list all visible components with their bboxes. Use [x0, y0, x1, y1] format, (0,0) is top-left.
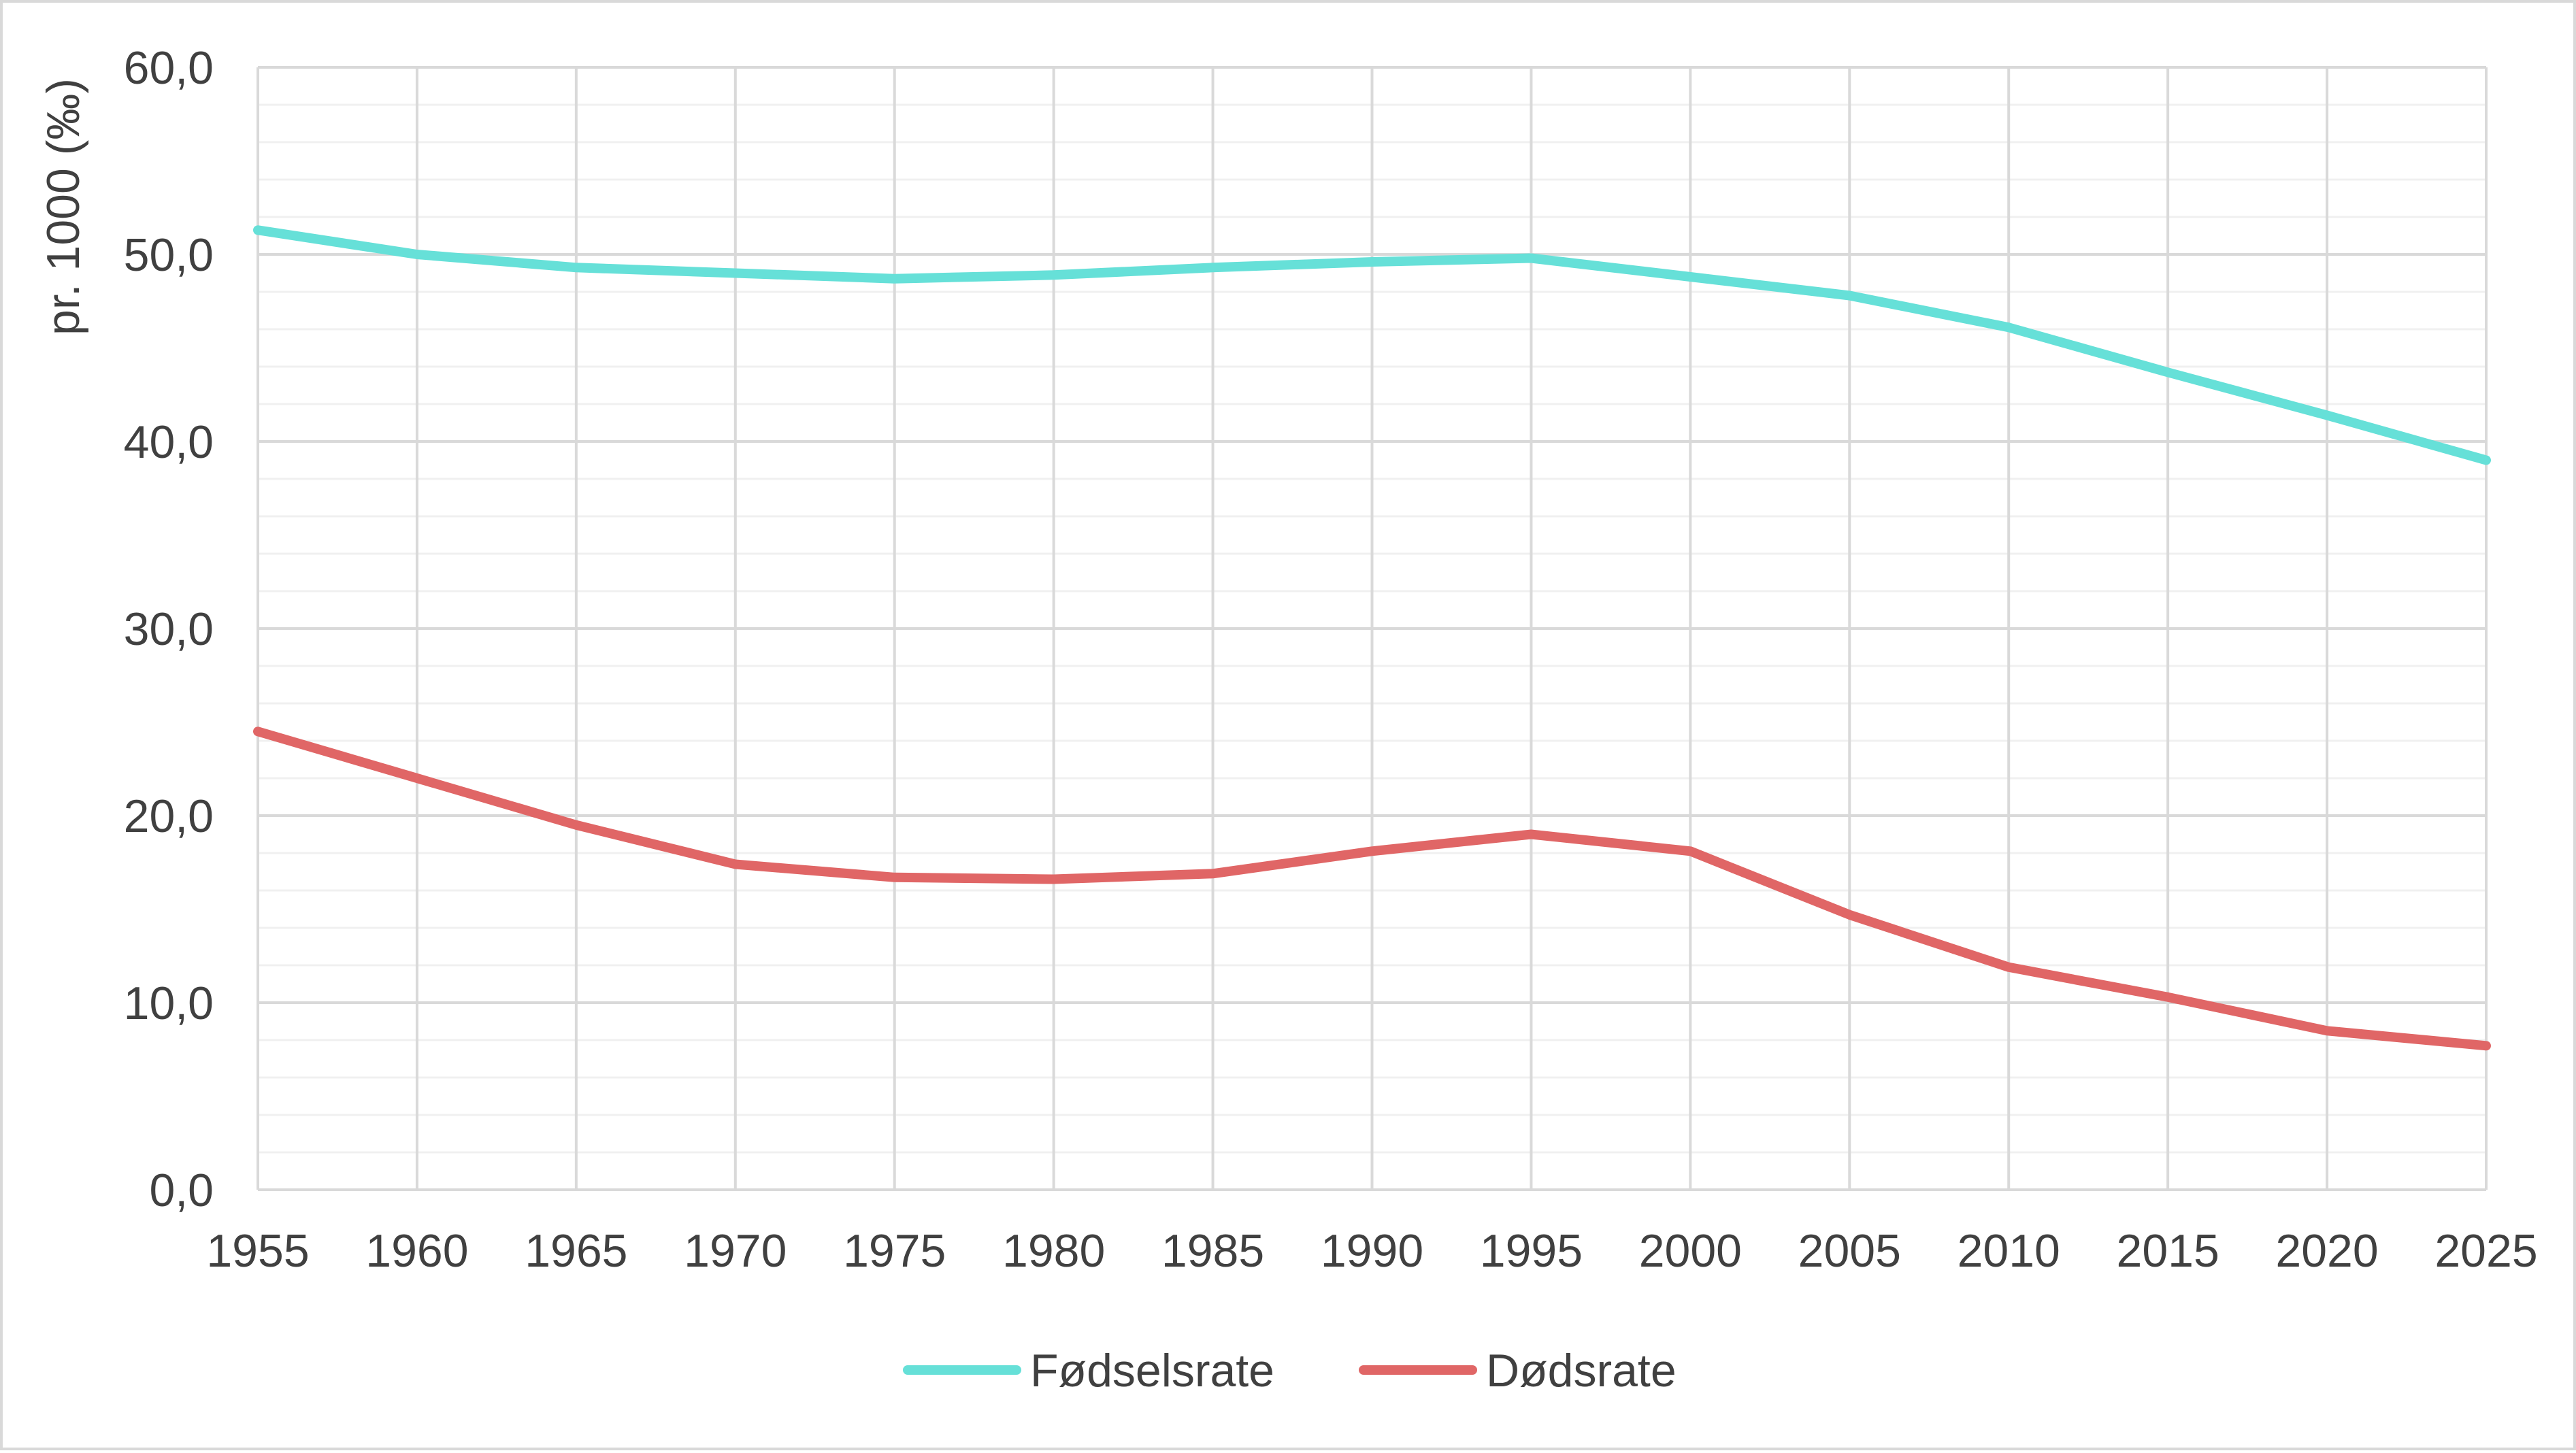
y-tick-label: 20,0 — [124, 790, 214, 842]
x-tick-label: 2005 — [1798, 1225, 1901, 1277]
y-tick-label: 30,0 — [124, 603, 214, 655]
series-line-dodsrate — [253, 726, 2491, 1051]
x-tick-label: 1985 — [1161, 1225, 1264, 1277]
y-tick-label: 40,0 — [124, 416, 214, 468]
x-tick-label: 1975 — [843, 1225, 946, 1277]
y-tick-label: 60,0 — [124, 42, 214, 94]
x-tick-label: 1955 — [206, 1225, 309, 1277]
series-line-fodselsrate — [253, 225, 2491, 465]
x-tick-label: 1980 — [1002, 1225, 1105, 1277]
x-tick-label: 1970 — [684, 1225, 787, 1277]
x-tick-label: 1965 — [525, 1225, 627, 1277]
legend-label: Fødselsrate — [1030, 1345, 1274, 1397]
vertical-gridlines — [257, 67, 2488, 1190]
y-axis-tick-labels: 0,0 10,0 20,0 30,0 40,0 50,0 60,0 — [124, 42, 214, 1216]
x-tick-label: 2000 — [1639, 1225, 1742, 1277]
x-axis-tick-labels: 1955 1960 1965 1970 1975 1980 1985 1990 1995 2000… — [206, 1225, 2537, 1277]
series-layer — [253, 225, 2491, 1051]
y-tick-label: 10,0 — [124, 978, 214, 1029]
line-chart: 0,0 10,0 20,0 30,0 40,0 50,0 60,0 1955 1960 1965… — [37, 42, 2538, 1397]
y-tick-label: 0,0 — [149, 1165, 214, 1216]
legend: Fødselsrate Dødsrate — [903, 1345, 1677, 1397]
x-tick-label: 1990 — [1321, 1225, 1423, 1277]
x-tick-label: 2020 — [2275, 1225, 2378, 1277]
x-tick-label: 1960 — [365, 1225, 468, 1277]
y-tick-label: 50,0 — [124, 229, 214, 281]
x-tick-label: 2015 — [2117, 1225, 2219, 1277]
x-tick-label: 2010 — [1958, 1225, 2060, 1277]
y-axis-title: pr. 1000 (‰) — [37, 78, 89, 335]
x-tick-label: 2025 — [2434, 1225, 2537, 1277]
x-tick-label: 1995 — [1480, 1225, 1583, 1277]
legend-label: Dødsrate — [1486, 1345, 1677, 1397]
